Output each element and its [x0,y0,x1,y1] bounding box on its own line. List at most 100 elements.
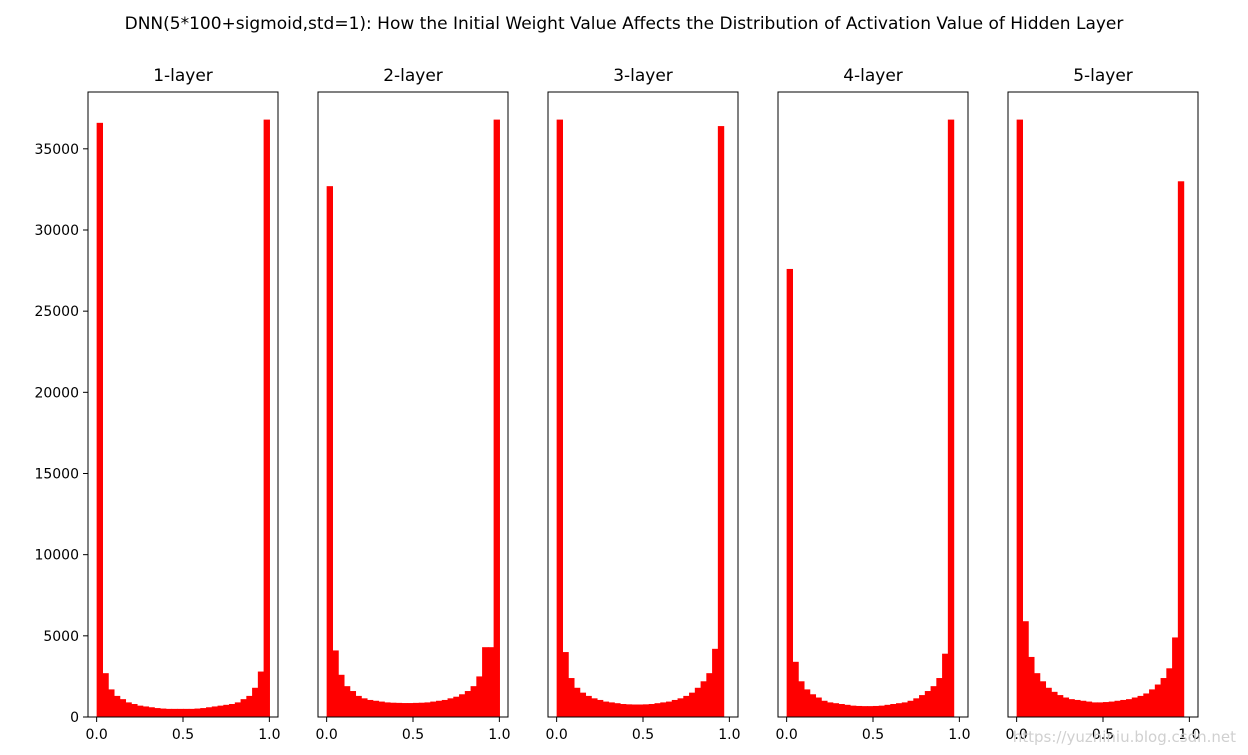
histogram-bar [361,698,368,717]
histogram-bar [602,701,610,717]
histogram-bar [596,699,604,717]
histogram-bar [136,705,144,717]
panel-title: 1-layer [153,66,213,86]
histogram-bar [1160,678,1167,717]
histogram-bar [234,702,242,717]
histogram-bar [1079,700,1087,717]
histogram-bar [148,707,155,717]
histogram-bar [183,708,190,717]
histogram-panel: 2-layer 0.0 0.5 1.0 [316,66,511,743]
histogram-bar [556,119,563,718]
histogram-bar [643,704,650,717]
histogram-bar [947,119,955,718]
histogram-bar [591,698,598,717]
histogram-bar [689,692,696,717]
histogram-bar [1131,697,1139,717]
x-tick-label: 0.0 [316,727,338,743]
histogram-bar [1062,697,1070,717]
panels: 1-layer 0.0 0.5 1.0 0 5000 10000 15000 20000 2500… [34,66,1200,743]
histogram-bar [666,701,673,717]
histogram-bar [355,695,362,717]
histogram-bar [677,698,684,717]
histogram-bar [349,691,357,717]
histogram-bar [263,119,270,718]
histogram-bar [873,705,880,717]
histogram-bar [154,708,161,717]
histogram-bar [1149,689,1156,717]
histogram-bar [159,708,167,717]
histogram-bar [942,653,949,717]
x-tick-label: 0.5 [632,727,654,743]
histogram-bar [418,702,426,717]
histogram-bar [1120,699,1127,717]
histogram-bar [798,681,805,717]
x-tick-label: 1.0 [948,727,970,743]
histogram-bar [792,661,799,717]
histogram-bar [343,686,351,717]
histogram-bar [1103,702,1110,717]
x-tick-label: 0.5 [172,727,194,743]
x-tick-label: 1.0 [718,727,740,743]
histogram-bar [619,704,627,717]
histogram-bar [838,704,845,717]
histogram-bar [573,687,581,717]
histogram-bar [240,699,247,717]
histogram-bar [332,650,339,717]
histogram-bar [1091,702,1098,717]
histogram-bar [919,695,926,717]
y-tick-label: 35000 [34,142,79,158]
histogram-bar [1137,695,1144,717]
histogram-bar [694,687,702,717]
histogram-bar [907,700,914,717]
histogram-bar [338,674,345,717]
histogram-bar [878,705,886,717]
histogram-bar [372,700,380,717]
histogram-bar [217,705,224,717]
histogram-bar [229,704,236,717]
y-tick-label: 30000 [34,223,79,239]
histogram-bar [252,687,259,717]
histogram-bar [200,708,207,717]
histogram-bar [1097,702,1104,717]
histogram-bar [861,706,868,717]
histogram-bar [96,122,103,718]
x-tick-label: 0.5 [862,727,884,743]
histogram-bar [125,702,132,717]
histogram-bar [108,689,115,717]
histogram-bar [1033,673,1041,717]
histogram-bar [119,699,127,717]
histogram-bar [1166,668,1173,717]
x-tick-label: 0.5 [402,727,424,743]
histogram-bar [1108,701,1116,717]
histogram-bar [867,706,874,717]
histogram-bar [1154,684,1162,717]
histogram-bar [706,673,713,717]
histogram-bar [1039,681,1047,717]
y-tick-label: 0 [70,710,79,726]
histogram-bar [395,702,403,717]
histogram-bar [924,691,932,717]
histogram-bar [482,647,489,717]
histogram-bar [1126,699,1133,717]
histogram-bar [1143,693,1150,717]
panel-title: 4-layer [843,66,903,86]
histogram-panel: 5-layer 0.0 0.5 1.0 [1006,66,1201,743]
histogram-bar [579,692,587,717]
histogram-bar [1114,700,1121,717]
histogram-bar [855,705,863,717]
plot-frame [547,91,739,718]
histogram-bar [384,702,391,717]
histogram-bar [1068,699,1075,717]
histogram-bar [257,671,265,717]
histogram-bar [389,702,397,717]
histogram-bar [378,701,385,717]
histogram-bar [884,704,891,717]
histogram-bar [459,694,466,717]
histogram-bar [171,708,178,717]
panel-title: 3-layer [613,66,673,86]
histogram-bar [1074,699,1081,717]
histogram-bar [637,704,644,717]
histogram-bar [493,119,500,718]
panel-title: 2-layer [383,66,443,86]
